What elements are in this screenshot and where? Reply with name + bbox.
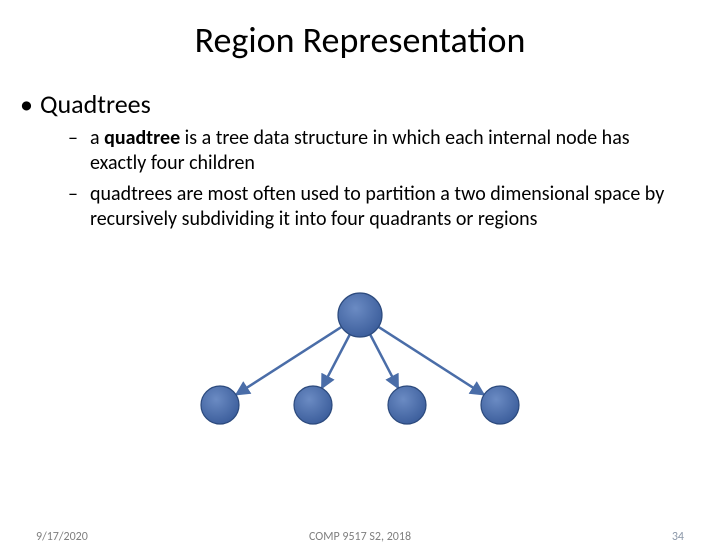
tree-nodes bbox=[201, 293, 519, 424]
footer-page-number: 34 bbox=[672, 530, 684, 544]
bullet-level1: Quadtrees bbox=[0, 62, 720, 120]
slide-title: Region Representation bbox=[0, 0, 720, 62]
bullet-level2-a: a quadtree is a tree data structure in w… bbox=[0, 120, 720, 176]
footer-course: COMP 9517 S2, 2018 bbox=[0, 530, 720, 544]
text-bold: quadtree bbox=[104, 126, 180, 150]
text-pre: a bbox=[90, 126, 104, 150]
quadtree-diagram bbox=[185, 290, 535, 450]
bullet-level2-b: quadtrees are most often used to partiti… bbox=[0, 176, 720, 232]
